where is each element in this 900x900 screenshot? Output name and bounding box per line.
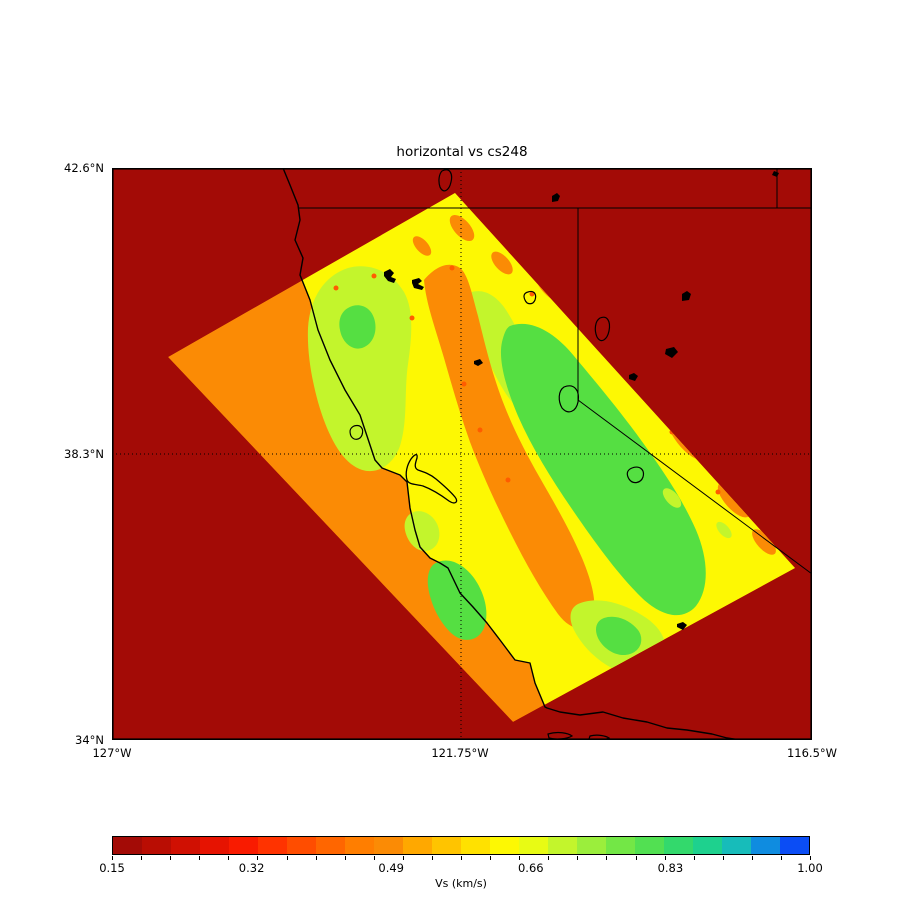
- colorbar-tick: [315, 856, 317, 860]
- colorbar-tick: [519, 856, 521, 860]
- region-north-coast-ranges: [307, 266, 412, 472]
- colorbar-tick: [402, 856, 404, 860]
- xtick-127W: 127°W: [92, 746, 132, 760]
- nv-lake-2: [682, 291, 691, 301]
- colorbar-tick-label: 0.66: [517, 861, 544, 875]
- colorbar-tick: [141, 856, 143, 860]
- colorbar-tick: [257, 856, 259, 860]
- colorbar-segment: [635, 837, 664, 854]
- colorbar-tick: [344, 856, 346, 860]
- colorbar-segment: [548, 837, 577, 854]
- plot-border: [112, 168, 812, 740]
- colorbar-tick: [780, 856, 782, 860]
- goose-lake: [438, 169, 453, 192]
- colorbar-axis-label: Vs (km/s): [435, 877, 487, 890]
- lakes-outlined: [349, 169, 645, 740]
- colorbar-tick: [810, 856, 811, 860]
- region-central-valley: [424, 264, 595, 629]
- colorbar-tick: [577, 856, 579, 860]
- san-francisco-bay: [405, 453, 458, 504]
- colorbar-tick: [722, 856, 724, 860]
- ne-squiggle-2: [772, 171, 779, 177]
- colorbar-segment: [577, 837, 606, 854]
- colorbar-tick-label: 0.49: [378, 861, 404, 875]
- colorbar-tick: [490, 856, 492, 860]
- colorbar-tick: [751, 856, 753, 860]
- coastline-california: [282, 168, 741, 740]
- colorbar-tick-labels: 0.15 0.32 0.49 0.66 0.83 1.00: [99, 861, 823, 875]
- map-plot: [112, 168, 812, 740]
- xtick-116.5W: 116.5°W: [786, 746, 838, 760]
- colorbar-tick: [635, 856, 637, 860]
- se-lake: [677, 622, 687, 630]
- colorbar-tick-label: 0.32: [238, 861, 265, 875]
- colorbar-tick-label: 1.00: [797, 861, 823, 875]
- colorbar-tick: [664, 856, 666, 860]
- mono-lake: [626, 466, 645, 484]
- colorbar-segment: [403, 837, 432, 854]
- colorbar-tick: [228, 856, 230, 860]
- colorbar-segment: [780, 837, 809, 854]
- colorbar-segment: [490, 837, 519, 854]
- colorbar-segment: [229, 837, 258, 854]
- border-ca-nv-diagonal: [577, 399, 812, 575]
- colorbar-segment: [258, 837, 287, 854]
- colorbar-segment: [113, 837, 142, 854]
- ytick-42.6N: 42.6°N: [64, 161, 104, 175]
- small-lake-1: [474, 359, 483, 366]
- colorbar-tick: [112, 856, 113, 860]
- colorbar-segment: [606, 837, 635, 854]
- lakes-small: [384, 171, 779, 630]
- shasta-lake: [384, 269, 396, 283]
- nv-lake-1: [665, 347, 678, 358]
- colorbar-segment: [316, 837, 345, 854]
- ne-squiggle-1: [552, 193, 560, 202]
- colorbar-tick: [373, 856, 375, 860]
- colorbar-segment: [664, 837, 693, 854]
- colorbar-segment: [432, 837, 461, 854]
- colorbar-tick: [286, 856, 288, 860]
- pyramid-lake: [594, 316, 611, 342]
- region-south-coast-green: [427, 560, 487, 640]
- ytick-34N: 34°N: [75, 733, 104, 747]
- colorbar-tick: [170, 856, 172, 860]
- colorbar-tick: [606, 856, 608, 860]
- colorbar-segment: [722, 837, 751, 854]
- colorbar-tick-label: 0.83: [657, 861, 684, 875]
- colorbar-segment: [751, 837, 780, 854]
- colorbar-segment: [171, 837, 200, 854]
- colorbar-segment: [142, 837, 171, 854]
- ytick-38.3N: 38.3°N: [64, 447, 104, 461]
- colorbar-segment: [287, 837, 316, 854]
- colorbar-segment: [693, 837, 722, 854]
- region-se-green: [596, 616, 642, 656]
- colorbar-segment: [200, 837, 229, 854]
- colorbar-tick-label: 0.15: [99, 861, 125, 875]
- colorbar-tick: [199, 856, 201, 860]
- region-sierra-green: [500, 323, 706, 616]
- lake-tahoe: [558, 385, 579, 413]
- colorbar-segment: [374, 837, 403, 854]
- colorbar-tick: [431, 856, 433, 860]
- xtick-121.75W: 121.75°W: [431, 746, 489, 760]
- clear-lake: [349, 424, 364, 440]
- almanor-lake: [412, 278, 424, 290]
- nv-lake-3: [629, 373, 638, 381]
- eagle-lake: [523, 290, 537, 305]
- colorbar-tick: [548, 856, 550, 860]
- plot-title: horizontal vs cs248: [396, 144, 528, 160]
- colorbar-gradient: [112, 836, 810, 855]
- colorbar-tick: [693, 856, 695, 860]
- region-north-green-patch: [339, 305, 376, 349]
- colorbar-ticks: [112, 855, 811, 860]
- colorbar-segment: [461, 837, 490, 854]
- colorbar-segment: [345, 837, 374, 854]
- colorbar-tick: [461, 856, 462, 860]
- colorbar-segment: [519, 837, 548, 854]
